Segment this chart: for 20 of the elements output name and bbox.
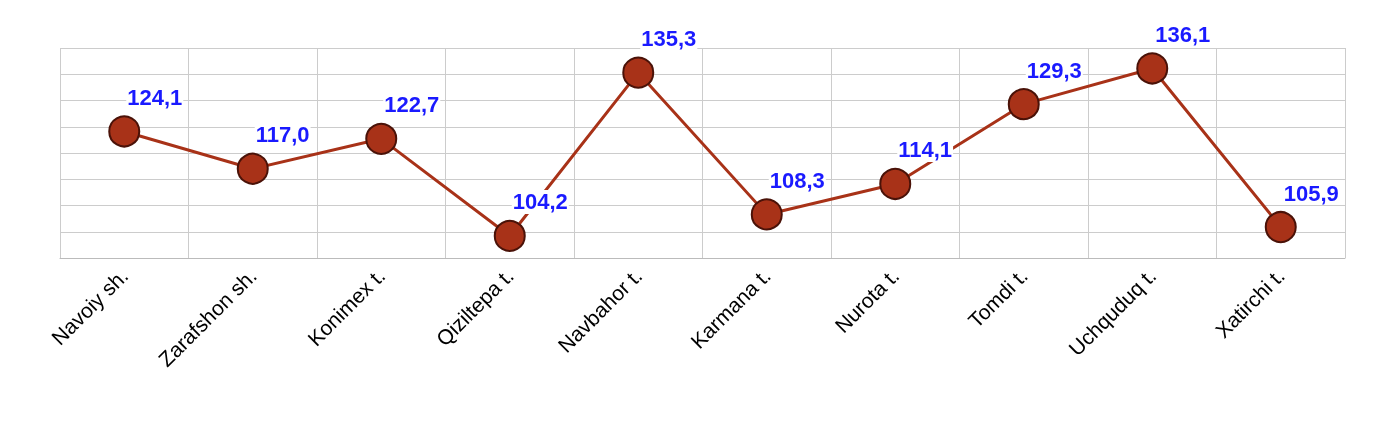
data-label: 105,9	[1283, 180, 1339, 206]
data-label: 124,1	[127, 84, 183, 110]
data-label: 135,3	[641, 26, 697, 52]
point	[750, 198, 783, 231]
point	[236, 152, 269, 185]
data-label: 129,3	[1026, 57, 1082, 83]
data-label: 108,3	[769, 167, 825, 193]
data-label: 122,7	[384, 92, 440, 118]
data-label: 117,0	[255, 122, 310, 148]
point	[1264, 211, 1297, 244]
data-label: 104,2	[512, 189, 568, 215]
point	[879, 167, 912, 200]
data-label: 114,1	[898, 137, 953, 163]
data-label: 136,1	[1155, 21, 1211, 47]
point	[1136, 52, 1169, 85]
point	[622, 56, 655, 89]
point	[493, 219, 526, 252]
point	[1007, 88, 1040, 121]
point	[108, 115, 141, 148]
point	[365, 122, 398, 155]
